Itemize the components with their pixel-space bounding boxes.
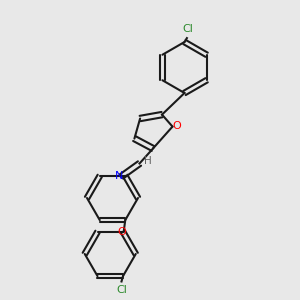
Text: Cl: Cl xyxy=(182,25,193,34)
Text: Cl: Cl xyxy=(116,285,127,295)
Text: O: O xyxy=(118,227,127,237)
Text: N: N xyxy=(115,171,123,182)
Text: H: H xyxy=(144,156,152,166)
Text: O: O xyxy=(172,121,182,131)
